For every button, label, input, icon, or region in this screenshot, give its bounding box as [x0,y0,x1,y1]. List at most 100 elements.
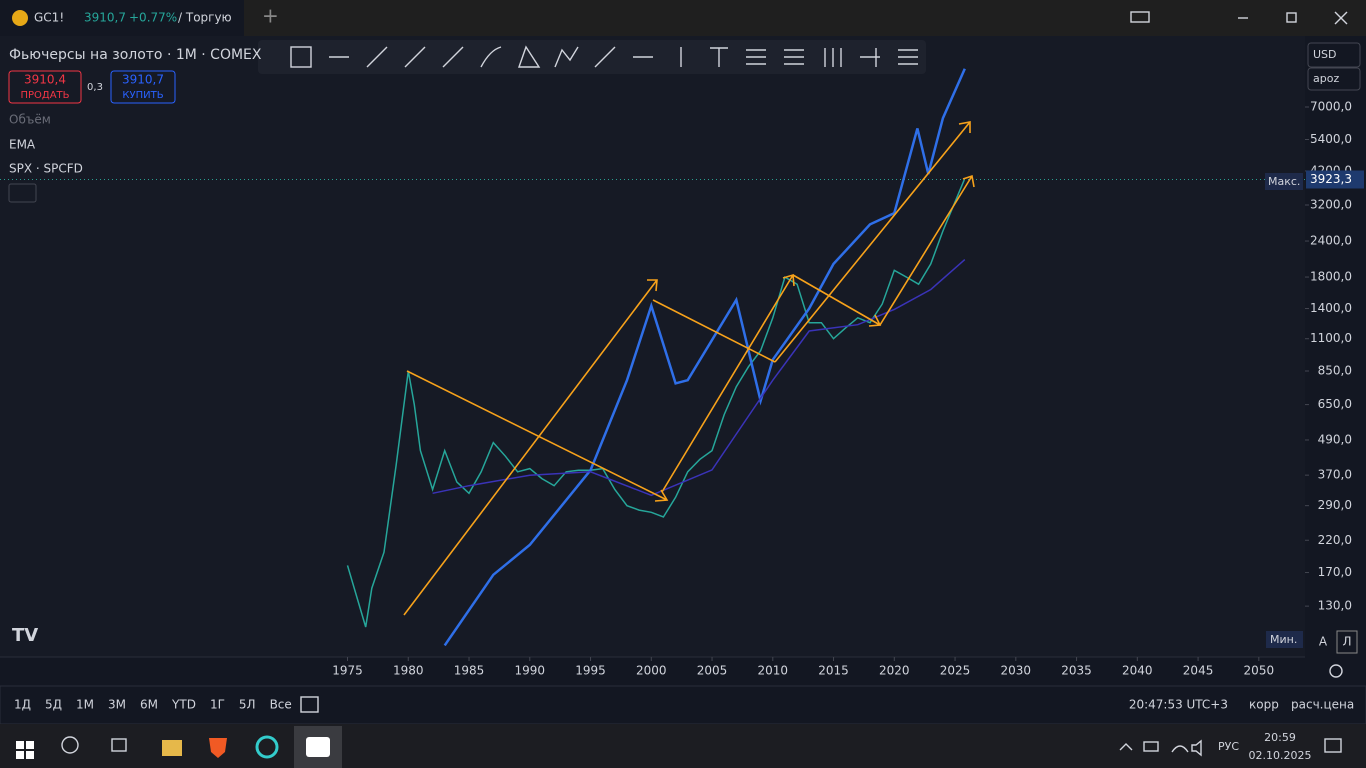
x-tick-label: 1980 [393,664,424,678]
scale-mode: apoz [1313,72,1339,85]
start-button[interactable] [16,741,34,759]
sell-label: ПРОДАТЬ [20,90,69,101]
log-scale-box [1336,630,1358,654]
tray-icons[interactable] [1119,738,1342,757]
y-tick-label: 170,0 [1318,565,1352,579]
y-tick-label: 650,0 [1318,397,1352,411]
range-button[interactable]: Все [270,698,292,712]
y-tick-label: 490,0 [1318,432,1352,446]
max-price-tag [1306,170,1364,189]
y-tick-label: 1400,0 [1310,301,1352,315]
x-tick-label: 2015 [818,664,849,678]
range-button[interactable]: YTD [171,698,196,712]
x-tick-label: 2000 [636,664,667,678]
x-tick-label: 2025 [940,664,971,678]
y-tick-label: 1800,0 [1310,270,1352,284]
app-icon[interactable] [255,735,279,759]
search-button[interactable] [61,736,79,754]
tray-time: 20:59 [1264,731,1296,744]
brave-app[interactable] [209,738,227,758]
drawing-tools[interactable] [290,45,918,68]
x-tick-label: 2005 [697,664,728,678]
tab[interactable] [0,0,244,36]
y-tick-label: 3200,0 [1310,198,1352,212]
y-tick-label: 2400,0 [1310,234,1352,248]
tab-price: 3910,7 [84,11,126,25]
bottom-toolbar [0,685,1366,725]
scale-mode-button[interactable] [1307,67,1361,91]
window-controls[interactable] [1130,11,1348,25]
task-view[interactable] [111,738,127,752]
series-line [346,179,965,628]
x-tick-label: 2035 [1061,664,1092,678]
tab-rest: / Торгую [178,11,232,25]
max-tag [1265,173,1303,190]
tv-logo: TV [12,625,38,646]
y-tick-label: 290,0 [1318,498,1352,512]
sell-button[interactable] [8,70,82,104]
tradingview-icon [306,737,330,757]
sell-price: 3910,4 [24,73,66,87]
spread: 0,3 [87,82,103,93]
max-label: Макс. [1268,175,1300,188]
x-tick-label: 2040 [1122,664,1153,678]
x-tick-label: 2020 [879,664,910,678]
x-tick-label: 2010 [758,664,789,678]
tab-icon [12,10,28,26]
trend-arrows [403,121,975,616]
range-button[interactable]: 3М [108,698,126,712]
y-tick-label: 220,0 [1318,533,1352,547]
date-range-button[interactable] [300,696,319,713]
x-tick-label: 1985 [454,664,485,678]
min-tag [1266,631,1303,648]
range-button[interactable]: 5Д [45,698,62,712]
range-button[interactable]: 5Л [239,698,256,712]
drawing-toolbar [258,40,926,74]
explorer-app[interactable] [162,740,182,756]
volume-indicator[interactable]: Объём [9,113,51,127]
y-tick-label: 7000,0 [1310,99,1352,113]
ema-indicator[interactable]: EMA [9,138,36,152]
taskbar [0,724,1366,768]
clock: 20:47:53 UTC+3 [1129,698,1228,712]
range-button[interactable]: 6М [140,698,158,712]
auto-scale-button[interactable]: A [1319,635,1328,649]
collapse-button[interactable] [8,183,37,203]
buy-button[interactable] [110,70,176,104]
range-button[interactable]: 1Г [210,698,225,712]
tab-symbol: GC1! [34,11,64,25]
language[interactable]: РУС [1218,740,1239,753]
x-tick-label: 1995 [575,664,606,678]
y-tick-label: 370,0 [1318,468,1352,482]
y-tick-label: 850,0 [1318,364,1352,378]
range-button[interactable]: 1Д [14,698,31,712]
series-line [432,259,966,497]
y-tick-label: 1100,0 [1310,331,1352,345]
range-button[interactable]: 1М [76,698,94,712]
x-tick-label: 2050 [1244,664,1275,678]
log-scale-button[interactable]: Л [1342,635,1351,649]
y-tick-label: 130,0 [1318,599,1352,613]
new-tab[interactable]: + [262,4,279,28]
buy-price: 3910,7 [122,73,164,87]
chart-area[interactable] [0,36,1305,657]
buy-label: КУПИТЬ [122,90,163,101]
x-tick-label: 1975 [332,664,363,678]
symbol-title: Фьючерсы на золото · 1M · COMEX [9,47,262,63]
tray-date: 02.10.2025 [1249,749,1312,762]
settlement-button[interactable]: расч.цена [1291,698,1354,712]
price-axis[interactable] [1305,36,1366,686]
x-tick-label: 1990 [515,664,546,678]
spx-indicator[interactable]: SPX · SPCFD [9,162,83,176]
tab-change: +0.77% [129,11,177,25]
x-tick-label: 2045 [1183,664,1214,678]
adj-button[interactable]: корр [1249,698,1279,712]
y-tick-label: 5400,0 [1310,132,1352,146]
currency: USD [1313,48,1337,61]
currency-button[interactable] [1307,42,1361,68]
min-label: Мин. [1270,633,1297,646]
max-price: 3923,3 [1310,172,1352,186]
series-line [443,68,966,647]
settings-button[interactable] [1329,664,1343,678]
